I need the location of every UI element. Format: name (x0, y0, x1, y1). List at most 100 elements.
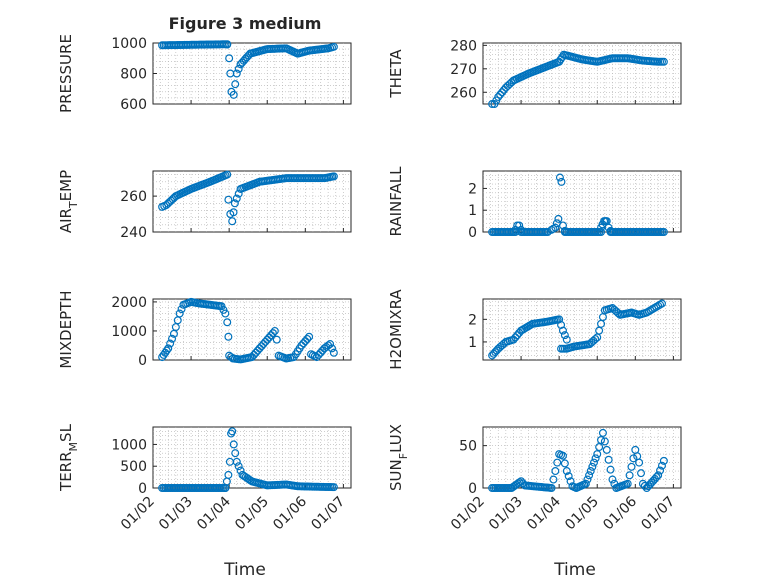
data-series (488, 50, 668, 108)
data-point (329, 42, 338, 51)
y-axis-label: H2OMIXRA (387, 289, 405, 370)
y-label-part: TERR (57, 451, 75, 492)
data-series (158, 170, 338, 226)
data-series (158, 427, 338, 493)
data-point (228, 427, 237, 436)
data-point (164, 344, 173, 353)
data-point (224, 470, 233, 479)
data-point (230, 199, 239, 208)
data-point (558, 451, 567, 460)
data-point (562, 467, 571, 476)
data-series (158, 40, 338, 99)
data-point (557, 320, 566, 329)
y-label-part: AIR (57, 208, 75, 233)
data-point (329, 172, 338, 181)
data-point (595, 443, 604, 452)
x-tick-label: 01/02 (118, 494, 158, 534)
x-tick-label: 01/05 (232, 494, 272, 534)
y-axis-label: MIXDEPTH (57, 290, 75, 368)
data-point (562, 335, 571, 344)
data-point (656, 466, 665, 475)
data-point (656, 300, 665, 309)
y-tick-label: 260 (120, 189, 147, 205)
data-point (659, 456, 668, 465)
data-point (608, 475, 617, 484)
y-axis-label: TERRMSL (57, 423, 80, 492)
data-point (326, 340, 335, 349)
x-tick-label: 01/07 (638, 494, 678, 534)
data-series (158, 297, 338, 364)
data-point (305, 332, 314, 341)
x-axis-label: Time (553, 560, 596, 580)
data-point (168, 334, 177, 343)
data-point (602, 445, 611, 454)
data-point (231, 449, 240, 458)
data-point (627, 462, 636, 471)
subplot-h2omixra: 1 2 H2OMIXRA (387, 289, 682, 370)
data-point (654, 471, 663, 480)
data-point (551, 467, 560, 476)
data-point (659, 57, 668, 66)
data-point (547, 484, 556, 493)
y-tick-label: 1 (468, 335, 477, 351)
data-point (223, 170, 232, 179)
subplot-theta: 260 270 280 THETA (387, 38, 682, 108)
y-axis-label: SUNFLUX (387, 424, 410, 491)
y-tick-label: 260 (450, 85, 477, 101)
data-point (234, 189, 243, 198)
data-point (236, 466, 245, 475)
x-tick-label: 01/03 (486, 494, 526, 534)
data-point (583, 475, 592, 484)
x-axis-label: Time (223, 560, 266, 580)
data-series (488, 428, 668, 493)
data-point (229, 90, 238, 99)
y-tick-label: 270 (450, 62, 477, 78)
data-point (657, 461, 666, 470)
data-point (175, 309, 184, 318)
data-point (637, 469, 646, 478)
x-tick-label: 01/03 (156, 494, 196, 534)
data-point (329, 348, 338, 357)
data-point (549, 475, 558, 484)
data-point (268, 329, 277, 338)
subplot-pressure: 600 800 1000 PRESSURE (57, 34, 352, 113)
x-tick-label: 01/04 (524, 493, 564, 533)
data-point (223, 318, 232, 327)
data-point (581, 479, 590, 488)
data-point (600, 437, 609, 446)
data-point (657, 299, 666, 308)
data-point (232, 69, 241, 78)
x-tick-label: 01/02 (448, 494, 488, 534)
data-point (225, 54, 234, 63)
data-point (166, 339, 175, 348)
data-point (629, 454, 638, 463)
data-point (232, 457, 241, 466)
data-point (554, 214, 563, 223)
data-point (585, 471, 594, 480)
data-point (604, 455, 613, 464)
data-point (555, 315, 564, 324)
y-axis-label: RAINFALL (387, 166, 405, 237)
x-tick-label: 01/07 (308, 494, 348, 534)
y-tick-label: 2000 (111, 295, 147, 311)
y-label-subscript: F (397, 453, 410, 459)
subplot-rainfall: 0 1 2 RAINFALL (387, 166, 682, 241)
y-tick-label: 600 (120, 97, 147, 113)
data-point (623, 479, 632, 488)
data-point (232, 194, 241, 203)
data-point (329, 483, 338, 492)
data-point (327, 344, 336, 353)
data-point (229, 208, 238, 217)
data-point (229, 440, 238, 449)
data-point (221, 309, 230, 318)
data-point (591, 335, 600, 344)
data-point (177, 305, 186, 314)
data-point (303, 334, 312, 343)
y-tick-label: 1 (468, 203, 477, 219)
figure-title: Figure 3 medium (169, 14, 322, 33)
data-point (635, 458, 644, 467)
